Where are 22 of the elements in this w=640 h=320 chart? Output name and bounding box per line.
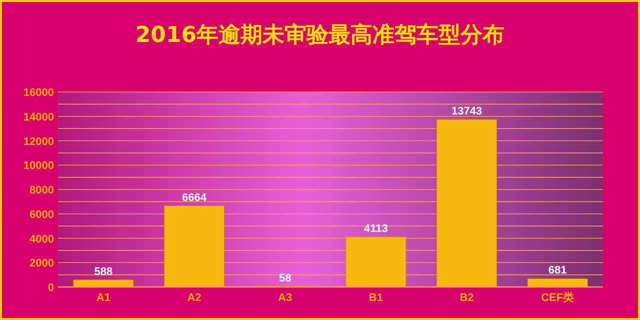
y-tick-label: 8000 <box>30 184 54 196</box>
data-label: 13743 <box>451 106 482 118</box>
chart-title: 2016年逾期未审验最高准驾车型分布 <box>135 22 505 48</box>
y-tick-label: 4000 <box>30 233 54 246</box>
y-tick-label: 10000 <box>23 160 54 172</box>
y-tick-label: 2000 <box>30 258 54 270</box>
y-tick-label: 0 <box>48 282 54 294</box>
data-label: 6664 <box>182 192 208 204</box>
x-tick-label: A2 <box>187 292 202 304</box>
x-tick-label: B2 <box>460 292 474 304</box>
x-tick-label: CEF类 <box>541 291 574 304</box>
data-label: 681 <box>548 264 567 277</box>
y-tick-label: 16000 <box>23 87 54 99</box>
y-tick-label: 12000 <box>23 136 54 148</box>
y-tick-label: 14000 <box>23 111 54 124</box>
x-tick-label: B1 <box>368 292 383 304</box>
x-tick-label: A1 <box>96 292 110 304</box>
x-tick-label: A3 <box>278 292 292 304</box>
data-label: 588 <box>94 266 113 278</box>
data-label: 58 <box>278 272 292 284</box>
data-label: 4113 <box>364 222 388 235</box>
y-tick-label: 6000 <box>30 208 54 221</box>
